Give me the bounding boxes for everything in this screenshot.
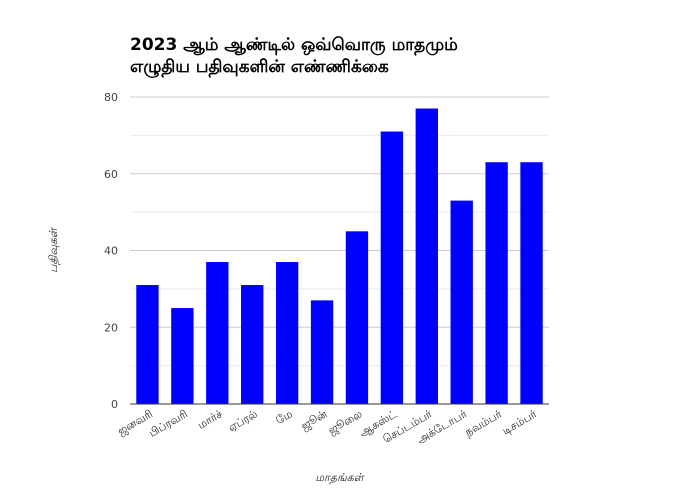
chart-title-line-2: எழுதிய பதிவுகளின் எண்ணிக்கை [130,57,389,77]
x-tick-label: நவம்பர் [463,407,505,439]
y-tick-label: 0 [111,398,118,411]
bar [485,162,508,404]
x-tick-label: டிசம்பர் [500,407,539,437]
bar [275,262,299,404]
y-tick-label: 60 [104,168,118,181]
bar [206,262,229,404]
bars [136,108,543,404]
x-tick-label: ஏப்ரல் [226,407,260,434]
bar [241,285,264,404]
bar [345,231,369,404]
bar [310,300,334,404]
x-tick-label: மே [274,407,295,427]
x-tick-label: ஜூன் [299,407,331,433]
y-tick-label: 20 [104,321,118,334]
y-tick-label: 80 [104,91,118,104]
gridlines [130,96,549,367]
chart-title-line-1: 2023 ஆம் ஆண்டில் ஒவ்வொரு மாதமும் [130,35,458,55]
bar [450,200,473,404]
bar [520,162,543,404]
bar [415,108,438,404]
x-tick-label: பிப்ரவரி [147,407,190,439]
bar [380,131,404,404]
bar [136,285,159,404]
chart-title: 2023 ஆம் ஆண்டில் ஒவ்வொரு மாதமும் எழுதிய … [130,34,650,78]
bar [171,308,194,404]
y-tick-label: 40 [104,245,118,258]
x-tick-label: மார்ச் [195,407,224,431]
x-axis-title: மாதங்கள் [315,471,365,485]
y-axis-title: பதிவுகள் [47,226,61,273]
